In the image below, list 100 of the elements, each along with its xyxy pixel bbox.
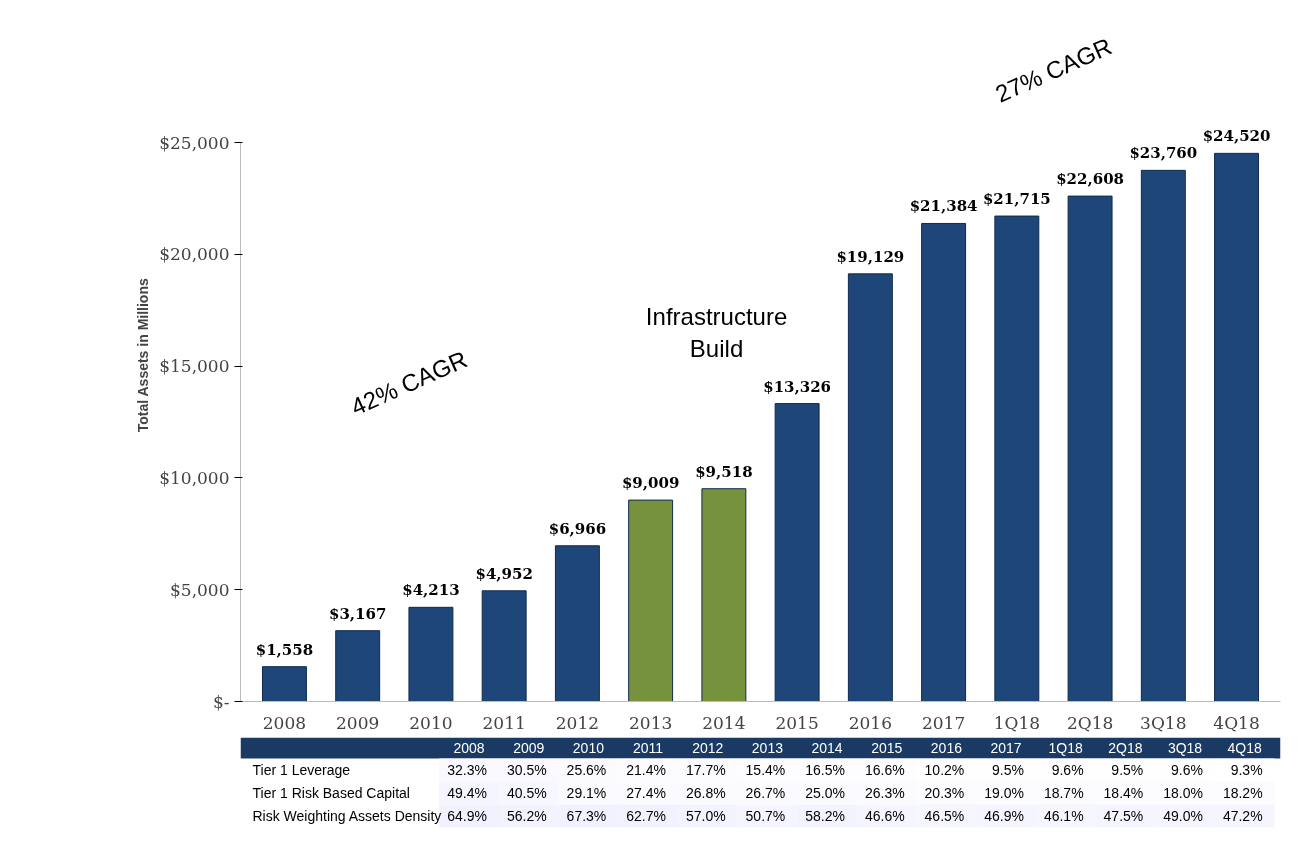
data-label: 29.1%	[566, 785, 607, 801]
data-label: $21,384	[909, 197, 978, 216]
data-label: 56.2%	[506, 808, 547, 824]
data-label: 18.4%	[1103, 785, 1144, 801]
data-label: 49.0%	[1163, 808, 1203, 824]
data-label: 30.5%	[506, 762, 547, 778]
data-label: $23,760	[1129, 144, 1198, 163]
bar	[408, 606, 454, 702]
data-label: 26.7%	[745, 785, 786, 801]
data-label: 50.7%	[745, 808, 786, 824]
annotation: Infrastructure Build	[645, 302, 788, 363]
x-tick-label: 2009	[513, 740, 545, 757]
data-label: $6,966	[548, 519, 607, 538]
x-tick-label: 1Q18	[1048, 740, 1084, 757]
x-tick-label: 2011	[482, 712, 526, 733]
y-tick-label: Tier 1 Risk Based Capital	[252, 785, 410, 801]
data-label: 46.1%	[1043, 808, 1084, 824]
data-label: $4,952	[475, 564, 533, 583]
x-tick-label: 2016	[930, 740, 963, 757]
data-label: 9.6%	[1171, 762, 1203, 778]
data-label: 9.6%	[1051, 762, 1084, 778]
data-label: 62.7%	[626, 808, 666, 824]
x-tick-label: 2014	[702, 712, 746, 733]
data-label: 47.5%	[1103, 808, 1144, 824]
data-label: 46.5%	[924, 808, 965, 824]
annotation: 42% CAGR	[346, 345, 472, 421]
data-label: 18.2%	[1222, 785, 1263, 801]
data-label: 21.4%	[626, 762, 666, 778]
x-tick-label: 2008	[453, 740, 485, 757]
data-label: $1,558	[255, 640, 314, 659]
x-tick-label: 2015	[775, 712, 819, 733]
data-label: 18.7%	[1043, 785, 1084, 801]
y-tick-label: $20,000	[159, 244, 230, 265]
data-label: 27.4%	[626, 785, 666, 801]
x-tick-label: 2Q18	[1108, 740, 1143, 757]
data-label: 15.4%	[745, 762, 786, 778]
y-tick-label: Risk Weighting Assets Density	[252, 808, 442, 824]
x-tick-label: 2Q18	[1066, 712, 1114, 733]
x-tick-label: 2016	[848, 712, 892, 733]
x-tick-label: 2012	[692, 740, 724, 757]
data-label: 46.9%	[984, 808, 1024, 824]
data-label: $24,520	[1202, 127, 1271, 146]
data-label: 26.8%	[685, 785, 726, 801]
data-label: 10.2%	[924, 762, 965, 778]
data-label: 64.9%	[447, 808, 487, 824]
bar	[701, 488, 747, 702]
bar	[774, 403, 820, 702]
x-tick-label: 2012	[555, 712, 600, 733]
data-label: 46.6%	[864, 808, 905, 824]
data-label: 67.3%	[566, 808, 607, 824]
bar	[847, 273, 893, 702]
x-tick-label: 4Q18	[1227, 740, 1263, 757]
bar	[1214, 152, 1260, 702]
data-label: 40.5%	[506, 785, 547, 801]
bar	[261, 666, 307, 702]
data-label: 17.7%	[685, 762, 726, 778]
bar	[1067, 195, 1113, 702]
data-label: 16.6%	[864, 762, 905, 778]
y-tick-label: $25,000	[159, 132, 230, 153]
x-tick-label: 3Q18	[1167, 740, 1203, 757]
data-label: 49.4%	[447, 785, 487, 801]
data-label: $9,009	[621, 474, 680, 493]
data-label: 20.3%	[924, 785, 965, 801]
x-tick-label: 4Q18	[1213, 712, 1260, 733]
x-tick-label: 2013	[629, 712, 673, 733]
data-label: $3,167	[328, 604, 387, 623]
data-label: $9,518	[695, 462, 753, 481]
x-tick-label: 2011	[633, 740, 664, 757]
data-label: 32.3%	[447, 762, 487, 778]
y-tick-label: $15,000	[159, 356, 230, 377]
bar	[628, 499, 674, 702]
y-tick-label: $-	[212, 691, 230, 712]
data-label: $13,326	[763, 377, 832, 396]
data-label: 26.3%	[864, 785, 905, 801]
x-tick-label: 2010	[572, 740, 605, 757]
x-tick-label: 2010	[409, 712, 453, 733]
data-label: 19.0%	[984, 785, 1024, 801]
y-tick-label: $10,000	[159, 467, 230, 488]
data-label: 9.3%	[1230, 762, 1263, 778]
x-tick-label: 2008	[262, 712, 307, 733]
x-tick-label: 2015	[871, 740, 903, 757]
bar	[1140, 169, 1186, 702]
bar	[921, 222, 967, 702]
bar	[994, 215, 1040, 702]
data-label: $4,213	[402, 581, 460, 600]
y-tick-label: Tier 1 Leverage	[252, 762, 351, 778]
data-label: 9.5%	[992, 762, 1024, 778]
x-tick-label: 2017	[990, 740, 1022, 757]
y-tick-label: $5,000	[170, 579, 230, 600]
x-tick-label: 1Q18	[993, 712, 1041, 733]
data-label: 9.5%	[1111, 762, 1144, 778]
x-tick-label: 3Q18	[1140, 712, 1187, 733]
text: 27% CAGR	[991, 32, 1116, 108]
data-label: 18.0%	[1163, 785, 1203, 801]
y-axis-title: Total Assets in Millions	[135, 278, 152, 433]
data-label: $19,129	[836, 247, 905, 266]
x-tick-label: 2017	[921, 712, 966, 733]
bar	[481, 590, 527, 702]
x-tick-label: 2013	[751, 740, 784, 757]
data-label: 58.2%	[805, 808, 845, 824]
